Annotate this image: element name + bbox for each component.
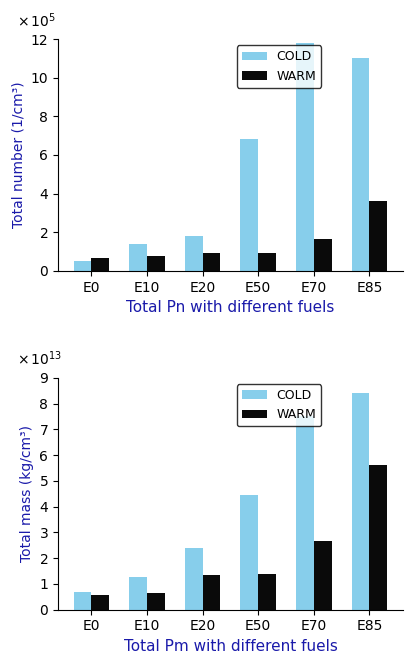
Bar [313, 541, 331, 610]
Bar [351, 393, 368, 610]
Bar [295, 416, 313, 610]
Bar [368, 201, 386, 271]
Text: $\times\,10^{5}$: $\times\,10^{5}$ [17, 11, 56, 30]
Bar [351, 59, 368, 271]
X-axis label: Total Pm with different fuels: Total Pm with different fuels [123, 639, 337, 654]
Bar [202, 575, 220, 610]
Legend: COLD, WARM: COLD, WARM [236, 45, 320, 88]
Bar [147, 257, 164, 271]
Legend: COLD, WARM: COLD, WARM [236, 384, 320, 426]
Y-axis label: Total mass (kg/cm³): Total mass (kg/cm³) [20, 425, 34, 562]
Y-axis label: Total number (1/cm³): Total number (1/cm³) [11, 82, 25, 228]
Bar [368, 465, 386, 610]
Bar [240, 140, 258, 271]
Bar [313, 239, 331, 271]
Bar [240, 495, 258, 610]
Bar [185, 236, 202, 271]
Bar [91, 595, 109, 610]
Bar [129, 244, 147, 271]
Bar [91, 258, 109, 271]
Bar [74, 592, 91, 610]
Bar [74, 261, 91, 271]
Bar [185, 548, 202, 610]
Bar [295, 43, 313, 271]
Bar [147, 593, 164, 610]
Text: $\times\,10^{13}$: $\times\,10^{13}$ [17, 350, 62, 368]
Bar [258, 573, 275, 610]
Bar [129, 577, 147, 610]
Bar [202, 253, 220, 271]
Bar [258, 253, 275, 271]
X-axis label: Total Pn with different fuels: Total Pn with different fuels [126, 300, 334, 315]
